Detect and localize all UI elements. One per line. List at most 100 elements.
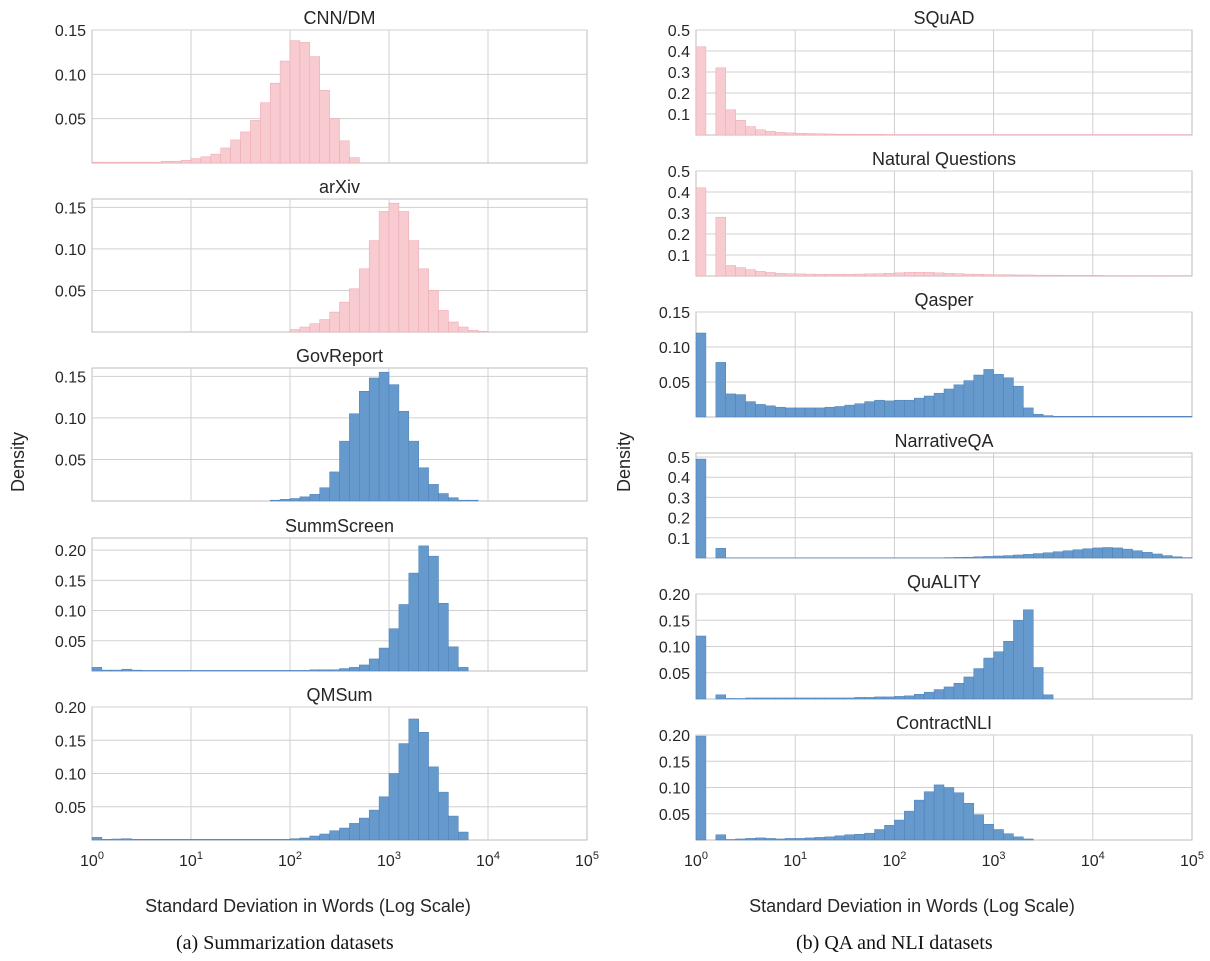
histogram-bar — [696, 47, 706, 135]
histogram-bar — [1053, 416, 1063, 417]
histogram-bar — [429, 556, 439, 671]
y-tick-label: 0.3 — [668, 206, 690, 223]
histogram-bar — [795, 408, 805, 417]
histogram-bar — [1113, 548, 1123, 558]
histogram-bar — [478, 331, 488, 332]
subplot-contractnli: 0.05 0.10 0.15 0.20 ContractNLI — [659, 713, 1192, 840]
y-tick-label: 0.5 — [668, 164, 690, 181]
histogram-bar — [894, 400, 904, 417]
subplot-summscreen: 0.05 0.10 0.15 0.20 SummScreen — [55, 516, 587, 671]
histogram-bar — [1113, 416, 1123, 417]
histogram-bar — [389, 629, 399, 671]
histogram-bar — [1083, 549, 1093, 558]
histogram-bar — [270, 839, 280, 840]
histogram-bar — [1023, 610, 1033, 699]
histogram-bar — [775, 132, 785, 135]
histogram-bar — [785, 408, 795, 417]
histogram-bar — [340, 828, 350, 840]
y-tick-label: 0.10 — [659, 640, 690, 657]
histogram-bar — [785, 274, 795, 276]
histogram-bar — [726, 394, 736, 417]
histogram-bar — [1023, 839, 1033, 840]
y-tick-label: 0.20 — [659, 728, 690, 745]
histogram-bar — [954, 557, 964, 558]
histogram-bar — [92, 162, 102, 163]
x-tick-label: 104 — [476, 850, 500, 870]
histogram-bar — [112, 162, 122, 163]
y-tick-label: 0.05 — [55, 452, 86, 469]
histogram-bar — [1093, 275, 1103, 276]
histogram-bar — [716, 835, 726, 840]
histogram-bar — [726, 266, 736, 277]
histogram-bar — [1063, 275, 1073, 276]
histogram-bar — [855, 274, 865, 276]
histogram-bar — [1013, 555, 1023, 558]
histogram-bar — [429, 290, 439, 332]
histogram-bar — [1073, 550, 1083, 558]
histogram-bar — [984, 369, 994, 417]
histogram-bar — [875, 830, 885, 841]
x-tick-label: 100 — [80, 850, 104, 870]
histogram-bar — [736, 698, 746, 699]
histogram-bar — [736, 839, 746, 840]
x-tick-label: 101 — [179, 850, 203, 870]
histogram-bar — [161, 670, 171, 671]
histogram-bar — [1043, 416, 1053, 417]
histogram-bar — [1142, 552, 1152, 558]
y-tick-label: 0.1 — [668, 248, 690, 265]
histogram-bar — [389, 203, 399, 332]
histogram-bar — [855, 697, 865, 699]
histogram-bar — [884, 697, 894, 699]
histogram-bar — [696, 736, 706, 840]
histogram-bar — [726, 839, 736, 840]
histogram-bar — [815, 134, 825, 135]
histogram-bar — [855, 834, 865, 840]
y-tick-label: 0.15 — [55, 23, 86, 40]
histogram-bar — [884, 825, 894, 840]
y-tick-label: 0.05 — [659, 666, 690, 683]
histogram-bar — [984, 824, 994, 840]
y-tick-label: 0.15 — [659, 305, 690, 322]
histogram-bar — [1083, 416, 1093, 417]
histogram-bar — [904, 696, 914, 699]
histogram-bar — [875, 400, 885, 417]
histogram-bar — [845, 274, 855, 276]
histogram-bar — [845, 835, 855, 840]
histogram-bar — [1033, 414, 1043, 417]
histogram-bar — [340, 669, 350, 671]
y-tick-label: 0.4 — [668, 44, 690, 61]
histogram-bar — [1103, 548, 1113, 559]
histogram-bar — [379, 648, 389, 671]
histogram-bar — [1023, 554, 1033, 558]
histogram-bar — [1043, 553, 1053, 558]
x-tick-label: 104 — [1081, 850, 1105, 870]
histogram-bar — [369, 378, 379, 501]
subplot-title: SummScreen — [285, 516, 394, 536]
histogram-bar — [805, 408, 815, 417]
histogram-bar — [1162, 556, 1172, 558]
histogram-bar — [865, 833, 875, 840]
subplot-quality: 0.05 0.10 0.15 0.20 QuALITY — [659, 572, 1192, 699]
y-tick-label: 0.15 — [659, 754, 690, 771]
subplot-title: arXiv — [319, 177, 360, 197]
histogram-bar — [112, 839, 122, 840]
histogram-bar — [974, 375, 984, 417]
histogram-bar — [756, 130, 766, 135]
histogram-bar — [132, 670, 142, 671]
histogram-bar — [310, 57, 320, 163]
histogram-bar — [805, 698, 815, 699]
histogram-bar — [142, 839, 152, 840]
histogram-bar — [736, 268, 746, 276]
histogram-bar — [349, 667, 359, 671]
y-tick-label: 0.15 — [55, 200, 86, 217]
subplot-govreport: 0.05 0.10 0.15 GovReport — [55, 346, 587, 501]
histogram-bar — [92, 837, 102, 840]
histogram-bar — [904, 811, 914, 840]
subplot-title: NarrativeQA — [894, 431, 993, 451]
histogram-bar — [855, 134, 865, 135]
histogram-bar — [924, 272, 934, 276]
histogram-bar — [716, 362, 726, 417]
subplot-natural-questions: 0.1 0.2 0.3 0.4 0.5 Natural Questions — [668, 149, 1192, 276]
histogram-bar — [756, 698, 766, 699]
histogram-bar — [756, 404, 766, 417]
